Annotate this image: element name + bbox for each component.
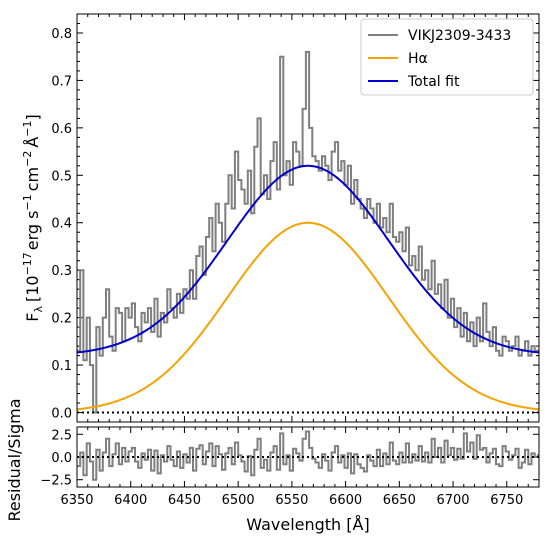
x-tick-label: 6350 — [60, 493, 93, 508]
top-y-tick-label: 0.1 — [51, 359, 72, 374]
legend-label-data: VIKJ2309-3433 — [408, 28, 511, 44]
spectrum-data-line — [77, 51, 539, 414]
top-y-axis-label: Fλ[10−17erg s−1cm−2Å−1] — [21, 114, 45, 322]
spectrum-axes-frame — [76, 13, 540, 423]
top-y-tick-label: 0.6 — [51, 122, 72, 137]
top-y-tick-label: 0.4 — [51, 217, 72, 232]
total-fit-line — [77, 164, 539, 354]
residual-axes-frame — [76, 426, 540, 488]
top-y-tick-label: 0.2 — [51, 312, 72, 327]
top-y-tick-label: 0.8 — [51, 27, 72, 42]
top-y-tick-label: 0.0 — [51, 407, 72, 422]
legend-label-total: Total fit — [407, 74, 460, 90]
x-axis-label: Wavelength [Å] — [246, 515, 369, 534]
residual-series — [77, 430, 539, 481]
x-tick-label: 6700 — [436, 493, 469, 508]
residual-line — [77, 430, 539, 481]
x-tick-label: 6450 — [168, 493, 201, 508]
bottom-y-tick-label: 2.5 — [51, 428, 72, 443]
x-tick-label: 6650 — [383, 493, 416, 508]
x-tick-labels: 6350 6400 6450 6500 6550 6600 6650 6700 6750 — [60, 493, 523, 508]
spectrum-panel: 0.0 0.1 0.2 0.3 0.4 0.5 0.6 0.7 0.8 VIKJ2309-343… — [21, 13, 540, 423]
top-y-tick-label: 0.7 — [51, 74, 72, 89]
bottom-y-tick-label: 0.0 — [51, 451, 72, 466]
bottom-y-tick-label: −2.5 — [40, 474, 72, 489]
residual-panel: −2.50.02.5 6350 6400 6450 6500 6550 6600 6650 6… — [40, 426, 540, 534]
bottom-y-tick-labels: −2.5 0.0 2.5 — [40, 428, 72, 488]
x-tick-label: 6750 — [490, 493, 523, 508]
spectrum-series — [77, 51, 539, 414]
x-tick-label: 6500 — [222, 493, 255, 508]
halpha-fit-line — [77, 221, 539, 411]
x-tick-label: 6550 — [275, 493, 308, 508]
residual-y-axis-label: Residual/Sigma — [5, 398, 24, 521]
top-y-tick-label: 0.3 — [51, 264, 72, 279]
legend-box — [360, 18, 534, 96]
legend: VIKJ2309-3433 Hα Total fit — [360, 18, 534, 96]
top-y-tick-labels: 0.0 0.1 0.2 0.3 0.4 0.5 0.6 0.7 0.8 — [51, 27, 72, 422]
x-tick-label: 6400 — [114, 493, 147, 508]
x-tick-label: 6600 — [329, 493, 362, 508]
top-y-tick-label: 0.5 — [51, 169, 72, 184]
legend-label-halpha: Hα — [408, 51, 428, 67]
